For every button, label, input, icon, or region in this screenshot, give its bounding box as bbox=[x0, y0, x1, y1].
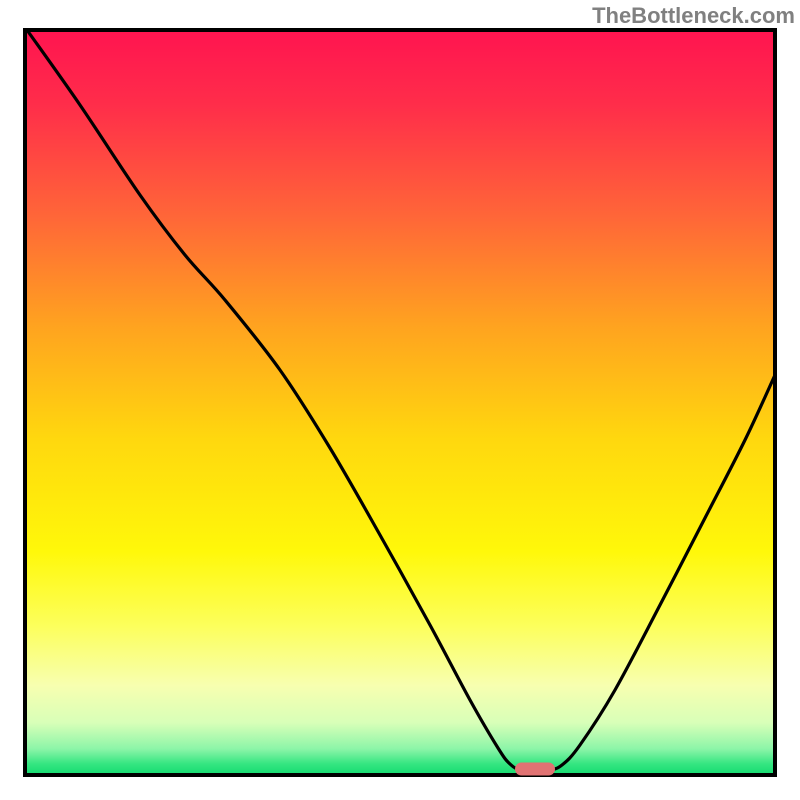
attribution-label: TheBottleneck.com bbox=[592, 3, 795, 29]
attribution-text: TheBottleneck.com bbox=[592, 3, 795, 28]
chart-container: TheBottleneck.com bbox=[0, 0, 800, 800]
gradient-background bbox=[25, 30, 775, 775]
